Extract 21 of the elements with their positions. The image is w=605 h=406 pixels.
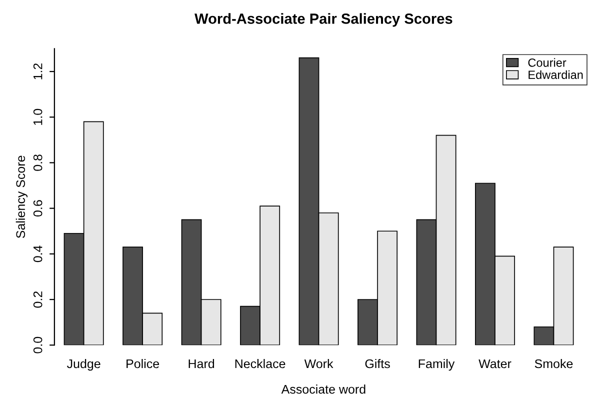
x-tick-label: Gifts (365, 358, 390, 368)
y-tick-label: 0.2 (33, 291, 42, 308)
x-tick-label: Water (478, 359, 512, 368)
x-tick-label: Work (304, 358, 334, 368)
x-tick-label: Judge (66, 358, 100, 371)
chart-title: Word-Associate Pair Saliency Scores (194, 13, 452, 27)
y-tick-label: 0.8 (33, 154, 42, 171)
legend-label: Courier (528, 58, 566, 67)
legend-label: Edwardian (528, 70, 583, 80)
y-tick-label: 1.2 (33, 63, 42, 80)
x-tick-label: Family (418, 358, 455, 371)
y-tick-label: 0.4 (33, 246, 42, 262)
y-tick-label: 1.0 (33, 108, 42, 125)
x-tick-label: Necklace (235, 358, 286, 368)
y-tick-label: 0.6 (33, 200, 42, 217)
x-tick-label: Police (126, 358, 160, 368)
x-tick-label: Smoke (534, 358, 573, 368)
y-axis-title: Saliency Score (16, 156, 28, 238)
x-tick-label: Hard (188, 358, 214, 368)
x-axis-title: Associate word (281, 384, 366, 394)
y-tick-label: 0.0 (33, 336, 42, 354)
